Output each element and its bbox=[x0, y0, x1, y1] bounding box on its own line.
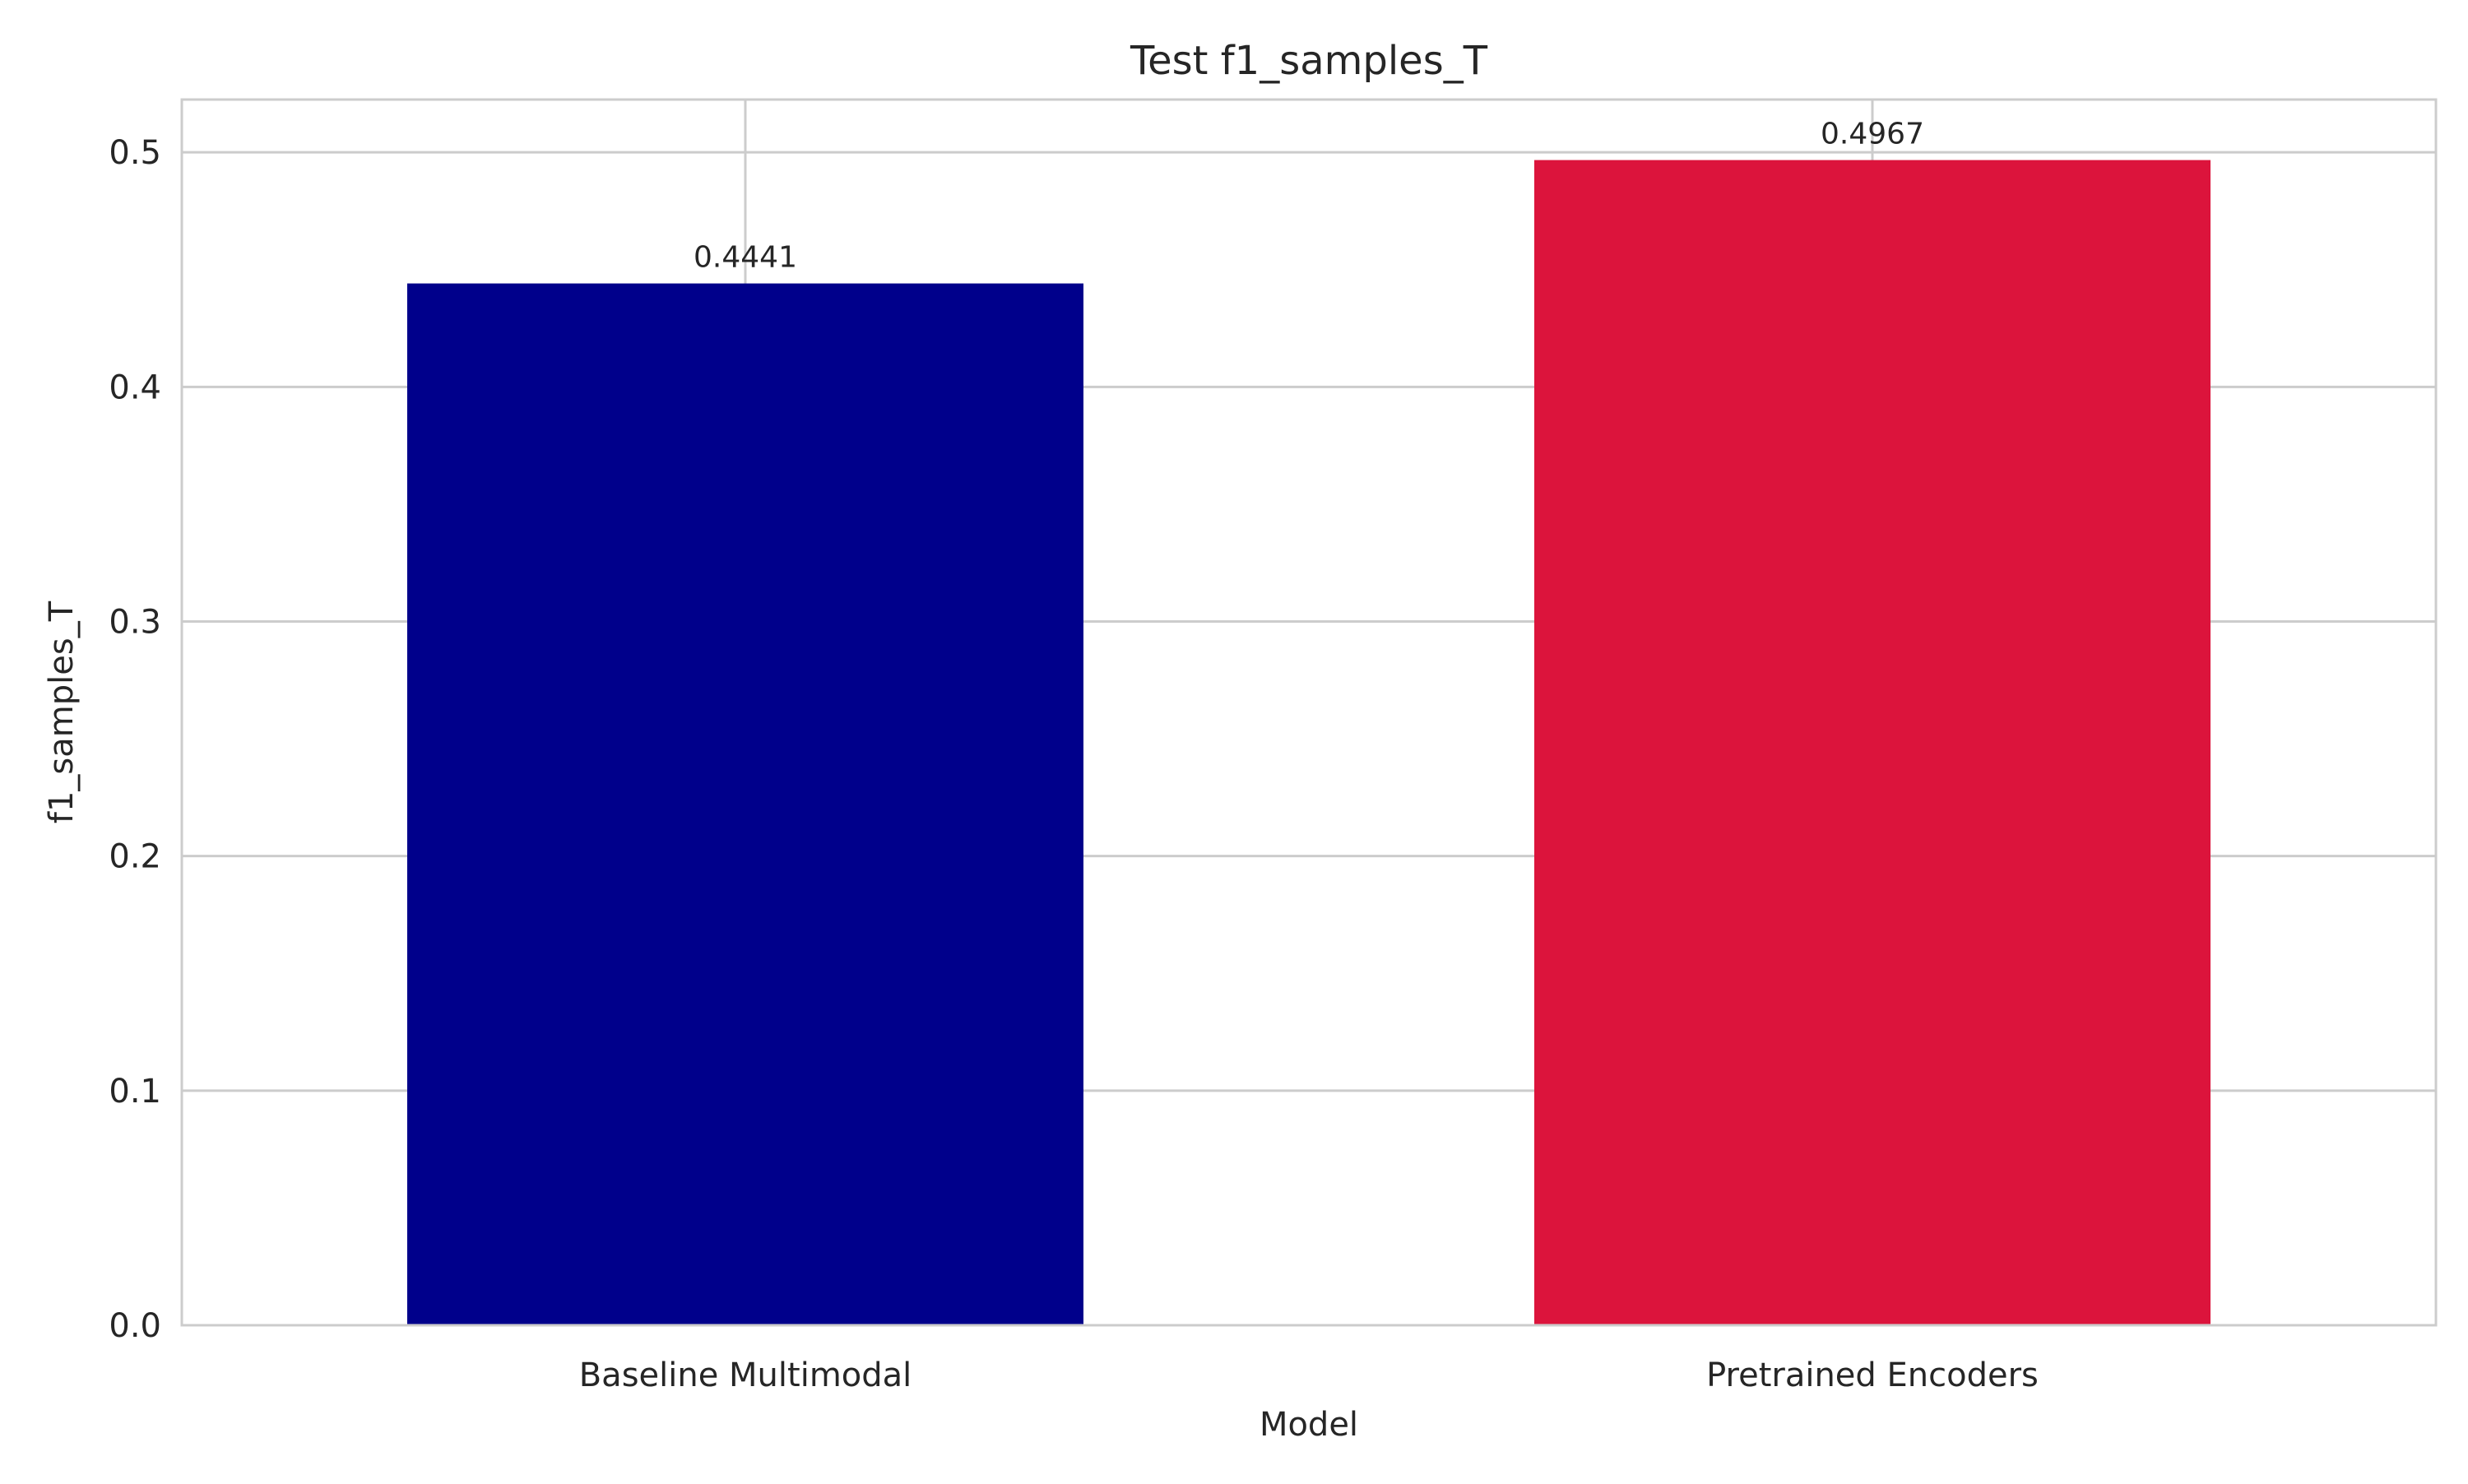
y-tick-label: 0.4 bbox=[109, 369, 161, 406]
plot-frame bbox=[180, 98, 2438, 1327]
tick-layer: 0.0 0.1 0.2 0.3 0.4 0.5 Baseline Multimodal Pre… bbox=[109, 134, 2039, 1394]
bar-value-label: 0.4441 bbox=[694, 241, 797, 275]
y-tick-label: 0.0 bbox=[109, 1307, 161, 1345]
label-layer: 0.4441 0.4967 bbox=[694, 118, 1924, 275]
bar-pretrained-encoders bbox=[1534, 160, 2211, 1325]
x-tick-label: Pretrained Encoders bbox=[1706, 1356, 2039, 1394]
y-tick-label: 0.5 bbox=[109, 134, 161, 172]
bar-layer bbox=[407, 160, 2211, 1325]
bar-value-label: 0.4967 bbox=[1821, 118, 1924, 151]
x-axis-label: Model bbox=[1260, 1406, 1358, 1444]
y-axis-label: f1_samples_T bbox=[43, 601, 81, 823]
x-tick-label: Baseline Multimodal bbox=[579, 1356, 912, 1394]
y-tick-label: 0.1 bbox=[109, 1073, 161, 1111]
y-tick-label: 0.2 bbox=[109, 838, 161, 876]
y-tick-label: 0.3 bbox=[109, 603, 161, 641]
chart-title: Test f1_samples_T bbox=[1130, 38, 1488, 84]
bar-baseline-multimodal bbox=[407, 283, 1083, 1325]
